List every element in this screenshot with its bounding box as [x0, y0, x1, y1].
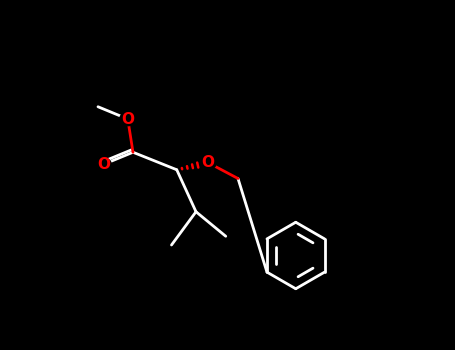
- Ellipse shape: [119, 112, 136, 126]
- Ellipse shape: [95, 157, 112, 172]
- Text: O: O: [97, 157, 110, 172]
- Text: O: O: [121, 112, 134, 126]
- Text: O: O: [202, 155, 215, 170]
- Ellipse shape: [199, 155, 217, 170]
